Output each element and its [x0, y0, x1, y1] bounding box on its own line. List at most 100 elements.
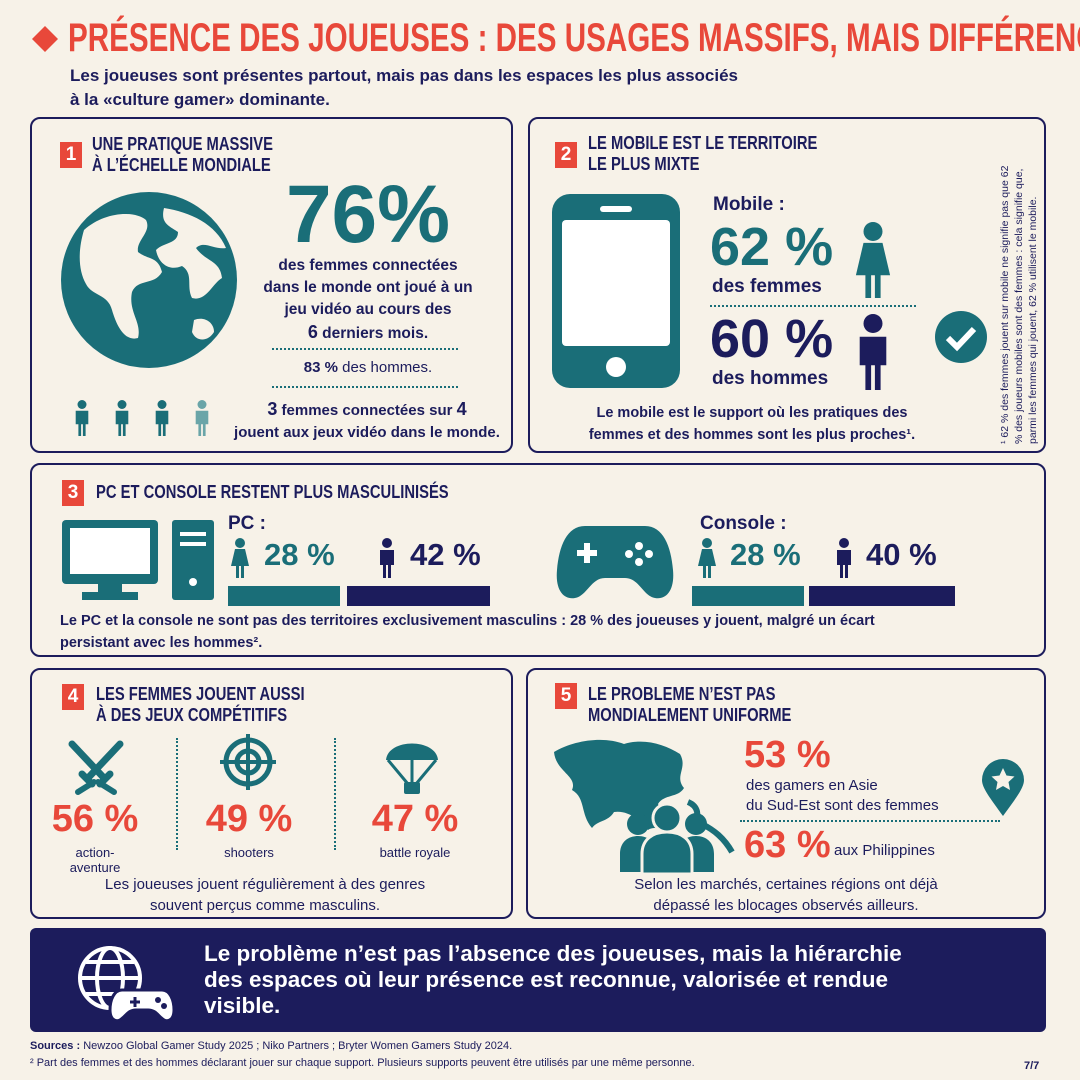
ratio-number: 4	[456, 399, 467, 419]
philippines-text: aux Philippines	[834, 842, 935, 859]
section-number: 3	[62, 480, 84, 506]
genre-pct: 47 %	[371, 798, 459, 840]
section-number: 2	[555, 142, 577, 168]
text-line: du Sud-Est sont des femmes	[746, 797, 939, 814]
men-bar	[347, 586, 490, 606]
controller-icon	[556, 526, 674, 599]
banner-line: Le problème n’est pas l’absence des joue…	[204, 941, 902, 966]
genre: 56 % action-aventure	[40, 798, 150, 875]
title-line: LE PROBLEME N’EST PAS	[588, 684, 776, 704]
text-line: dans le monde ont joué à un	[263, 279, 473, 296]
men-bar	[809, 586, 955, 606]
ratio-text: 3 femmes connectées sur 4 jouent aux jeux…	[222, 398, 512, 444]
footnote: ² Part des femmes et des hommes déclaran…	[30, 1057, 695, 1069]
text-line: 3 femmes connectées sur 4	[222, 398, 512, 422]
pc-women-pct: 28 %	[264, 537, 335, 572]
title-line: MONDIALEMENT UNIFORME	[588, 705, 792, 725]
men-stat: 83 % des hommes.	[248, 359, 488, 376]
section-title: UNE PRATIQUE MASSIVE À L’ÉCHELLE MONDIALE	[92, 134, 273, 176]
divider	[272, 348, 458, 350]
woman-icon	[698, 538, 716, 578]
women-label: des femmes	[712, 276, 822, 297]
women-bar	[692, 586, 804, 606]
text-line: des gamers en Asie	[746, 777, 878, 794]
page-title: PRÉSENCE DES JOUEUSES : DES USAGES MASSI…	[68, 16, 1080, 60]
side-note: ¹ 62 % des femmes jouent sur mobile ne s…	[998, 128, 1040, 444]
swords-icon	[68, 740, 124, 795]
women-icons	[75, 400, 209, 436]
title-line: LE MOBILE EST LE TERRITOIRE	[588, 133, 818, 153]
pc-label: PC :	[228, 513, 266, 534]
section-note: Les joueuses jouent régulièrement à des …	[40, 874, 490, 916]
pc-icon	[62, 520, 214, 600]
text-line: jouent aux jeux vidéo dans le monde.	[234, 424, 500, 441]
genre-label: shooters	[224, 845, 274, 860]
section-title: LES FEMMES JOUENT AUSSI À DES JEUX COMPÉT…	[96, 684, 305, 726]
divider	[710, 305, 916, 307]
genre-label-line: action-	[75, 845, 115, 860]
page-number: 7/7	[1024, 1060, 1040, 1072]
note-line: dépassé les blocages observés ailleurs.	[653, 897, 919, 914]
subtitle-line: Les joueuses sont présentes partout, mai…	[70, 66, 739, 85]
note-line: souvent perçus comme masculins.	[149, 897, 381, 914]
globe-icon	[61, 192, 237, 368]
section-number: 5	[555, 683, 577, 709]
title-line: LE PLUS MIXTE	[588, 154, 700, 174]
ratio-label: femmes connectées sur	[281, 402, 453, 419]
genre-pct: 56 %	[51, 798, 139, 840]
man-icon	[380, 538, 394, 578]
banner-icon	[78, 946, 174, 1022]
note-line: femmes et des hommes sont les plus proch…	[588, 427, 916, 443]
side-note-line: parmi les femmes qui jouent, 62 % utilis…	[1027, 196, 1039, 444]
genre-label: action-aventure	[40, 845, 150, 875]
text-line: des femmes connectées	[278, 257, 458, 274]
console-men-pct: 40 %	[866, 537, 937, 572]
side-note-line: ¹ 62 % des femmes jouent sur mobile ne s…	[999, 165, 1011, 444]
console-label: Console :	[700, 513, 787, 534]
section-box	[528, 117, 1046, 453]
man-icon	[859, 314, 887, 390]
divider	[334, 738, 336, 850]
section-number: 1	[60, 142, 82, 168]
women-bar	[228, 586, 340, 606]
check-icon	[935, 311, 987, 363]
subtitle: Les joueuses sont présentes partout, mai…	[70, 64, 738, 112]
note-line: Le PC et la console ne sont pas des terr…	[60, 613, 875, 629]
sources: Sources : Newzoo Global Gamer Study 2025…	[30, 1040, 512, 1052]
sources-label: Sources :	[30, 1040, 81, 1052]
divider	[176, 738, 178, 850]
stat-text: des femmes connectées dans le monde ont j…	[248, 255, 488, 345]
note-line: Les joueuses jouent régulièrement à des …	[104, 876, 426, 893]
note-line: persistant avec les hommes².	[60, 635, 263, 651]
asia-pct: 53 %	[744, 734, 831, 776]
woman-icon	[855, 222, 891, 298]
section-title: LE MOBILE EST LE TERRITOIRE LE PLUS MIXTE	[588, 133, 817, 175]
months-number: 6	[307, 322, 318, 342]
man-icon	[837, 538, 851, 578]
women-pct: 62 %	[710, 217, 834, 277]
section-note: Le mobile est le support où les pratique…	[552, 402, 952, 446]
asia-text: des gamers en Asie du Sud-Est sont des fe…	[746, 776, 939, 816]
banner-line: visible.	[204, 993, 281, 1018]
months-text: derniers mois.	[322, 325, 429, 342]
diamond-icon	[32, 26, 58, 52]
side-note-line: % des joueurs mobiles sont des femmes : …	[1013, 168, 1025, 444]
note-line: Selon les marchés, certaines régions ont…	[634, 876, 938, 893]
phone-icon	[552, 194, 680, 388]
console-women-pct: 28 %	[730, 537, 801, 572]
mobile-label: Mobile :	[713, 194, 785, 215]
section-box	[30, 117, 513, 453]
section-note: Selon les marchés, certaines régions ont…	[556, 874, 1016, 916]
section-box	[30, 668, 513, 919]
men-pct: 83 %	[303, 359, 338, 376]
subtitle-line: à la «culture gamer» dominante.	[70, 90, 330, 109]
section-box	[526, 668, 1046, 919]
philippines-pct: 63 %	[744, 824, 831, 866]
section-title: LE PROBLEME N’EST PAS MONDIALEMENT UNIFOR…	[588, 684, 791, 726]
banner-line: des espaces où leur présence est reconnu…	[204, 967, 889, 992]
pin-icon	[982, 759, 1024, 816]
title-line: À DES JEUX COMPÉTITIFS	[96, 705, 288, 725]
genre-label: battle royale	[379, 845, 451, 860]
title-line: UNE PRATIQUE MASSIVE	[92, 134, 273, 154]
men-text: des hommes.	[342, 359, 433, 376]
